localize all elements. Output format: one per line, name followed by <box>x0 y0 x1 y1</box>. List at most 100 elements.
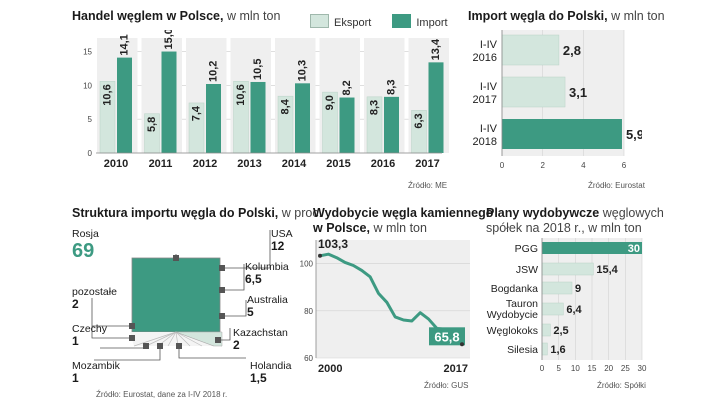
import-value-label: 15,0 <box>163 30 175 50</box>
import-value-label: 13,4 <box>430 38 442 60</box>
plans-value-label: 6,4 <box>566 304 582 316</box>
imports-xtick: 4 <box>581 161 586 170</box>
plans-ytick: JSW <box>516 264 538 276</box>
structure-chart <box>91 230 271 361</box>
imports-bar <box>501 34 560 66</box>
pie-marker-pozostale <box>129 323 135 329</box>
plans-bar <box>541 342 548 356</box>
imports-ytick-line1: I-IV <box>480 81 498 93</box>
export-value-label: 10,6 <box>102 84 114 105</box>
imports-title: Import węgla do Polski, w mln ton <box>468 9 665 23</box>
pie-marker-usa <box>219 265 225 271</box>
plans-xtick: 20 <box>604 364 613 373</box>
trade-xtick: 2017 <box>415 158 439 170</box>
import-value-label: 8,2 <box>341 80 353 95</box>
plans-xtick: 10 <box>571 364 580 373</box>
pie-marker-kazachstan <box>215 337 221 343</box>
imports-value-label: 3,1 <box>569 85 587 100</box>
trade-xtick: 2012 <box>193 158 217 170</box>
plans-value-label: 30 <box>628 243 640 255</box>
import-bar <box>428 62 444 154</box>
mining-chart: 60 80 100 103,3 65,8 2000 2017 <box>300 237 470 375</box>
export-value-label: 6,3 <box>413 113 425 128</box>
import-bar <box>250 81 266 153</box>
imports-xtick: 2 <box>540 161 545 170</box>
pie-label-mozambik: Mozambik 1 <box>72 360 120 385</box>
pie-label-pozostale: pozostałe 2 <box>72 286 117 311</box>
plans-ytick: Bogdanka <box>491 283 538 295</box>
mining-xtick-start: 2000 <box>318 363 342 375</box>
mining-xtick-end: 2017 <box>444 363 468 375</box>
trade-xtick: 2014 <box>282 158 307 170</box>
import-value-label: 8,3 <box>386 80 398 95</box>
plans-ytick-line1: Tauron <box>506 298 538 310</box>
pie-segment-rosja <box>131 257 221 333</box>
mining-end-point <box>460 342 464 347</box>
import-swatch <box>392 14 412 28</box>
mining-ytick: 100 <box>300 260 314 269</box>
pie-marker-rosja <box>173 255 179 261</box>
pie-label-holandia: Holandia 1,5 <box>250 360 292 385</box>
legend-export: Eksport <box>334 17 372 29</box>
plans-title: Plany wydobywcze węglowych spółek na 201… <box>486 206 664 235</box>
pie-segment-australia <box>175 331 203 347</box>
plans-ytick: Silesia <box>507 344 538 356</box>
pie-segment-usa-fill <box>175 331 223 347</box>
structure-source: Źródło: Eurostat, dane za I-IV 2018 r. <box>96 390 228 399</box>
plans-source: Źródło: Spółki <box>597 381 646 390</box>
export-value-label: 10,6 <box>235 84 247 105</box>
pie-leader-line <box>222 230 271 269</box>
trade-xtick: 2010 <box>104 158 128 170</box>
imports-xtick: 0 <box>500 161 505 170</box>
plans-value-label: 1,6 <box>550 344 565 356</box>
export-value-label: 8,3 <box>369 100 381 115</box>
plans-bar <box>541 323 551 337</box>
plans-ytick: PGG <box>515 243 538 255</box>
pie-label-kazachstan: Kazachstan 2 <box>233 327 288 352</box>
mining-start-point <box>318 253 322 258</box>
pie-leader-line <box>91 326 132 339</box>
trade-xtick: 2016 <box>371 158 395 170</box>
pie-leader-line <box>94 346 161 361</box>
pie-marker-czechy <box>143 343 149 349</box>
imports-bar <box>501 76 566 108</box>
imports-ytick-line1: I-IV <box>480 123 498 135</box>
plans-xtick: 5 <box>556 364 561 373</box>
structure-title: Struktura importu węgla do Polski, w pro… <box>72 206 323 220</box>
pie-leader-line <box>222 264 245 291</box>
import-bar <box>117 57 132 153</box>
pie-leader-line <box>178 346 246 359</box>
plans-xtick: 25 <box>621 364 630 373</box>
mining-source: Źródło: GUS <box>424 381 469 390</box>
trade-ytick: 5 <box>88 115 93 124</box>
pie-leader-line <box>91 298 132 327</box>
trade-chart: 0 5 10 15 10,6 14,1 2010 5,8 15,0 2011 7,4 10,2 2012… <box>83 30 449 170</box>
trade-legend: Eksport Import <box>310 14 448 29</box>
pie-segment-edge <box>133 331 177 347</box>
import-value-label: 10,3 <box>297 60 309 81</box>
plans-bar <box>541 262 594 276</box>
imports-xtick: 6 <box>622 161 627 170</box>
export-value-label: 7,4 <box>191 105 203 121</box>
pie-label-czechy: Czechy 1 <box>72 323 108 348</box>
imports-ytick-line2: 2016 <box>473 52 497 64</box>
trade-xtick: 2013 <box>237 158 261 170</box>
import-bar <box>161 51 177 153</box>
mining-ytick: 60 <box>304 354 313 363</box>
import-bar <box>384 96 399 153</box>
import-value-label: 10,5 <box>252 59 264 80</box>
pie-marker-kolumbia <box>219 287 225 293</box>
plans-chart: 0 5 10 15 20 25 30 30 PGG 15,4 JSW 9 Bogdanka 6,4 Taur… <box>487 238 647 373</box>
plans-ytick-line2: Wydobycie <box>487 309 538 321</box>
plans-value-label: 2,5 <box>553 325 568 337</box>
imports-bar <box>502 119 622 149</box>
plans-ytick: Węglokoks <box>487 325 538 337</box>
pie-marker-mozambik <box>157 343 163 349</box>
pie-label-kolumbia: Kolumbia 6,5 <box>245 261 289 286</box>
import-bar <box>295 83 310 153</box>
pie-marker-australia <box>219 313 225 319</box>
pie-leader-line <box>222 300 247 317</box>
mining-ytick: 80 <box>304 307 313 316</box>
trade-xtick: 2011 <box>149 158 173 170</box>
